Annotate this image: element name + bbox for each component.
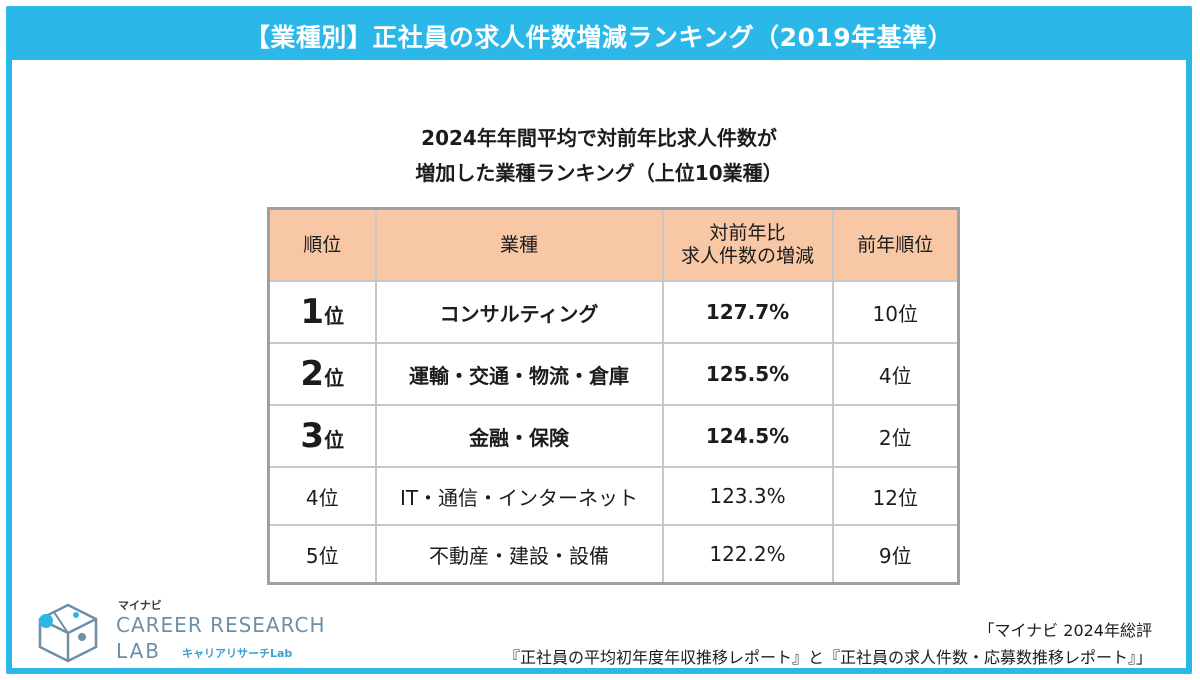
page-title: 【業種別】正社員の求人件数増減ランキング（2019年基準） bbox=[12, 12, 1186, 60]
industry-cell: コンサルティング bbox=[374, 280, 664, 344]
table-subtitle-line1: 2024年年間平均で対前年比求人件数が bbox=[421, 126, 777, 150]
logo-kana: キャリアリサーチLab bbox=[182, 647, 293, 660]
header-change-line1: 対前年比 bbox=[709, 222, 786, 245]
industry-cell: IT・通信・インターネット bbox=[374, 466, 664, 526]
cube-network-icon bbox=[38, 603, 98, 663]
rank-cell: 1位 bbox=[267, 280, 377, 344]
rank-cell: 4位 bbox=[267, 466, 377, 526]
industry-cell: 運輸・交通・物流・倉庫 bbox=[374, 342, 664, 406]
rank-cell: 3位 bbox=[267, 404, 377, 468]
rank-number: 3 bbox=[300, 416, 325, 456]
rank-cell: 2位 bbox=[267, 342, 377, 406]
table-row: 5位 不動産・建設・設備 122.2% 9位 bbox=[267, 524, 960, 585]
prev-rank-cell: 2位 bbox=[831, 404, 960, 468]
table-row: 3位 金融・保険 124.5% 2位 bbox=[267, 404, 960, 468]
source-line2: 『正社員の平均初年度年収推移レポート』と『正社員の求人件数・応募数推移レポート』… bbox=[503, 648, 1152, 667]
industry-cell: 不動産・建設・設備 bbox=[374, 524, 664, 585]
header-rank: 順位 bbox=[267, 207, 377, 282]
change-cell: 122.2% bbox=[661, 524, 834, 585]
rank-suffix: 位 bbox=[324, 304, 345, 328]
rank-suffix: 位 bbox=[324, 366, 345, 390]
logo-brand-small: マイナビ bbox=[118, 599, 162, 612]
ranking-table: 順位 業種 対前年比 求人件数の増減 前年順位 1位 コンサルティング 127.… bbox=[267, 207, 960, 585]
header-change: 対前年比 求人件数の増減 bbox=[661, 207, 834, 282]
industry-cell: 金融・保険 bbox=[374, 404, 664, 468]
prev-rank-cell: 4位 bbox=[831, 342, 960, 406]
prev-rank-cell: 9位 bbox=[831, 524, 960, 585]
rank-number: 1 bbox=[300, 292, 325, 332]
change-cell: 125.5% bbox=[661, 342, 834, 406]
prev-rank-cell: 10位 bbox=[831, 280, 960, 344]
table-row: 1位 コンサルティング 127.7% 10位 bbox=[267, 280, 960, 344]
header-change-line2: 求人件数の増減 bbox=[680, 245, 814, 267]
logo-line2: LAB bbox=[116, 639, 162, 663]
table-subtitle-line2: 増加した業種ランキング（上位10業種） bbox=[415, 161, 783, 185]
header-industry: 業種 bbox=[374, 207, 664, 282]
logo-line1: CAREER RESEARCH bbox=[116, 613, 326, 637]
rank-suffix: 位 bbox=[324, 428, 345, 452]
source-line1: 「マイナビ 2024年総評 bbox=[978, 621, 1153, 640]
table-row: 4位 IT・通信・インターネット 123.3% 12位 bbox=[267, 466, 960, 526]
change-cell: 123.3% bbox=[661, 466, 834, 526]
table-header-row: 順位 業種 対前年比 求人件数の増減 前年順位 bbox=[267, 207, 960, 282]
change-cell: 127.7% bbox=[661, 280, 834, 344]
header-prev-rank: 前年順位 bbox=[831, 207, 960, 282]
rank-number: 2 bbox=[300, 354, 325, 394]
rank-cell: 5位 bbox=[267, 524, 377, 585]
change-cell: 124.5% bbox=[661, 404, 834, 468]
career-research-lab-logo: マイナビ CAREER RESEARCH LAB キャリアリサーチLab bbox=[32, 597, 362, 667]
prev-rank-cell: 12位 bbox=[831, 466, 960, 526]
table-row: 2位 運輸・交通・物流・倉庫 125.5% 4位 bbox=[267, 342, 960, 406]
page-frame: 【業種別】正社員の求人件数増減ランキング（2019年基準） 2024年年間平均で… bbox=[6, 6, 1192, 674]
